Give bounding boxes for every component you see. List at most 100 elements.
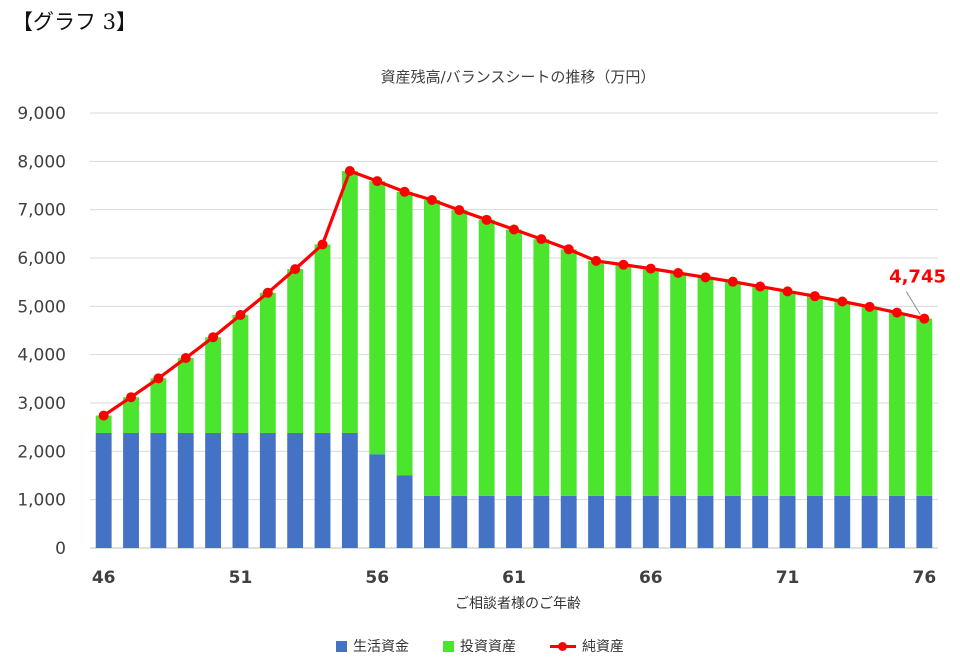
y-tick-label: 3,000 [17,394,66,414]
bar-living-funds [506,495,522,548]
legend-item-investment-assets: 投資資産 [443,636,516,656]
bar-living-funds [451,495,468,548]
bar-investment-assets [341,171,358,433]
net-assets-point [98,410,109,421]
net-assets-point [290,264,301,275]
bar-living-funds [424,495,440,548]
bar-investment-assets [95,415,112,433]
bar-investment-assets [889,312,905,496]
bar-investment-assets [916,318,933,496]
legend-swatch-blue [336,640,347,652]
bar-investment-assets [642,268,659,496]
y-axis: 0 1,000 2,000 3,000 4,000 5,000 6,000 7,000 8,00… [17,104,66,559]
bar-living-funds [177,432,194,548]
bar-investment-assets [779,291,796,496]
x-axis-label: ご相談者様のご年齢 [455,596,581,612]
y-tick-label: 4,000 [17,346,66,366]
annotation-label: 4,745 [889,267,946,288]
bar-living-funds [560,495,577,548]
bar-investment-assets [424,200,440,496]
bar-investment-assets [806,296,823,496]
legend-item-net-assets: 純資産 [550,636,624,656]
bar-living-funds [314,432,331,548]
bar-investment-assets [560,249,577,496]
bar-investment-assets [205,337,222,433]
legend-label: 純資産 [582,639,624,655]
net-assets-point [126,392,137,403]
bar-investment-assets [478,219,495,496]
net-assets-point [864,301,875,312]
y-tick-label: 8,000 [17,152,66,172]
bar-investment-assets [670,272,687,496]
net-assets-point [755,281,766,292]
y-tick-label: 9,000 [17,104,66,124]
bar-living-funds [697,495,714,548]
annotations: 4,745 [889,267,946,315]
net-assets-point [208,332,219,343]
y-tick-label: 2,000 [17,442,66,462]
bar-living-funds [642,495,659,548]
bar-living-funds [533,495,550,548]
net-assets-point [618,259,629,270]
net-assets-point [700,272,711,283]
net-assets-point [591,255,602,266]
bar-investment-assets [697,277,714,496]
net-assets-point [536,234,547,245]
x-tick-label: 61 [502,568,526,588]
net-assets-point [645,263,656,274]
x-tick-label: 46 [92,568,116,588]
annotation-leader [905,291,921,315]
bar-living-funds [834,495,851,548]
y-tick-label: 6,000 [17,249,66,269]
bar-living-funds [615,495,632,548]
net-assets-line [98,166,930,421]
bar-living-funds [396,475,413,548]
bar-investment-assets [588,260,604,496]
x-tick-label: 56 [365,568,389,588]
bar-living-funds [752,495,769,548]
bar-investment-assets [615,264,632,496]
bar-investment-assets [232,315,249,433]
bar-investment-assets [287,269,304,433]
net-assets-point [454,205,465,216]
bar-living-funds [369,454,386,548]
net-assets-point [235,310,246,321]
bar-investment-assets [834,301,851,496]
net-assets-point [509,224,519,235]
bar-living-funds [123,432,139,548]
x-tick-label: 66 [639,568,663,588]
bars [95,171,933,548]
net-assets-point [153,373,164,384]
net-assets-point [372,176,383,187]
bar-living-funds [916,495,933,548]
bar-living-funds [341,432,358,548]
bar-living-funds [861,495,878,548]
x-axis: 46 51 56 61 66 71 76 [92,568,936,588]
bar-living-funds [889,495,905,548]
bar-living-funds [259,432,276,548]
legend: 生活資金 投資資産 純資産 [0,636,960,656]
bar-investment-assets [150,378,167,433]
net-assets-point [426,195,437,205]
bar-investment-assets [369,181,386,455]
legend-label: 生活資金 [353,639,409,655]
bar-living-funds [588,495,604,548]
net-assets-point [809,291,820,302]
net-assets-point [344,166,355,176]
bar-investment-assets [506,229,522,496]
chart-title: 資産残高/バランスシートの推移（万円） [381,68,656,86]
bar-investment-assets [314,244,331,433]
bar-investment-assets [177,358,194,433]
bar-living-funds [95,432,112,548]
x-tick-label: 51 [229,568,253,588]
net-assets-point [399,186,410,197]
bar-living-funds [478,495,495,548]
x-tick-label: 76 [912,568,936,588]
net-assets-point [262,287,273,298]
bar-living-funds [150,432,167,548]
net-assets-point [782,286,793,297]
bar-living-funds [287,432,304,548]
bar-investment-assets [123,397,139,433]
bar-living-funds [806,495,823,548]
legend-line-marker [550,641,576,652]
